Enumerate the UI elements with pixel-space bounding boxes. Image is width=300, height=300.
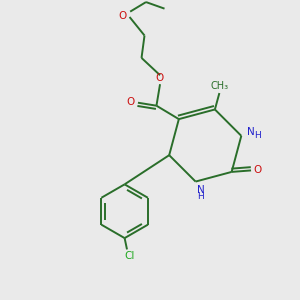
Text: H: H	[198, 192, 204, 201]
Text: N: N	[247, 127, 255, 137]
Text: O: O	[155, 73, 164, 82]
Text: CH₃: CH₃	[211, 81, 229, 91]
Text: O: O	[254, 165, 262, 176]
Text: O: O	[118, 11, 127, 21]
Text: N: N	[197, 185, 205, 195]
Text: O: O	[127, 97, 135, 106]
Text: Cl: Cl	[124, 251, 135, 261]
Text: H: H	[254, 131, 261, 140]
